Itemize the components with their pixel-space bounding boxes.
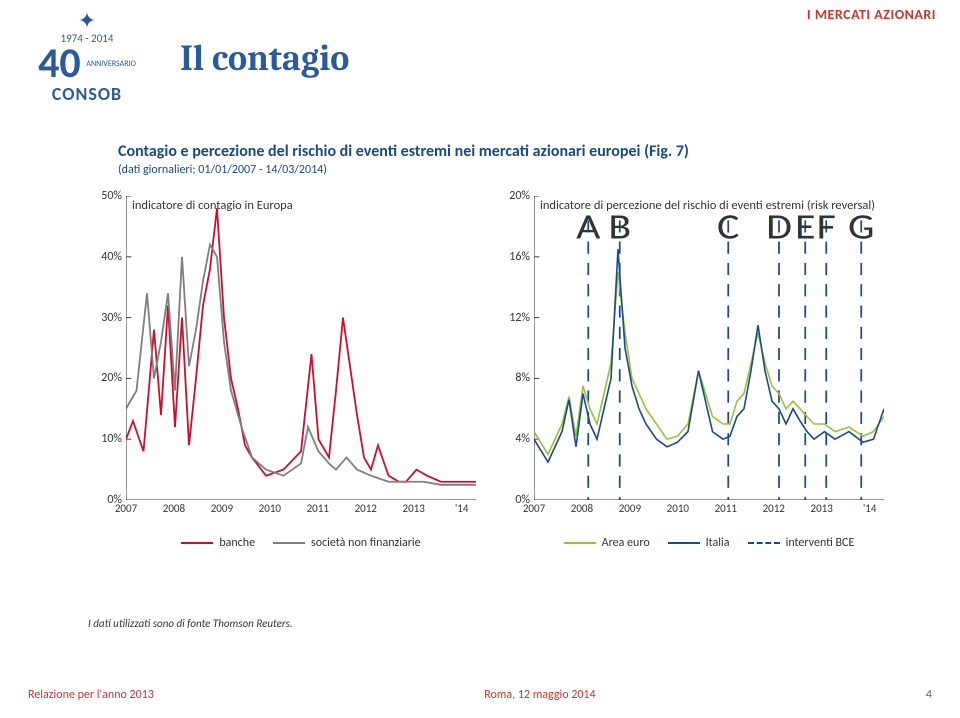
logo-forty: 40 (38, 45, 81, 83)
emblem-icon: ✦ (22, 10, 152, 32)
svg-text:D: D (766, 204, 792, 249)
subtitle-note: (dati giornalieri; 01/01/2007 - 14/03/20… (118, 163, 858, 177)
subtitle-main: Contagio e percezione del rischio di eve… (118, 142, 858, 161)
svg-text:F: F (817, 204, 836, 249)
svg-text:A: A (576, 204, 601, 249)
header-category: I MERCATI AZIONARI (807, 6, 936, 23)
chart-left-xlabels: 2007200820092010201120122013'14 (126, 502, 476, 516)
subtitle-block: Contagio e percezione del rischio di eve… (118, 142, 858, 177)
footer-left: Relazione per l'anno 2013 (28, 688, 154, 702)
footnote: I dati utilizzati sono di fonte Thomson … (88, 617, 293, 630)
svg-text:G: G (848, 204, 874, 249)
svg-text:C: C (717, 204, 739, 249)
chart-left: indicatore di contagio in Europa 2007200… (86, 196, 478, 556)
logo-arc: ANNIVERSARIO (86, 59, 136, 69)
footer: Relazione per l'anno 2013 Roma, 12 maggi… (0, 688, 960, 702)
page-title: Il contagio (180, 38, 349, 79)
footer-center: Roma, 12 maggio 2014 (484, 688, 595, 702)
chart-right: indicatore di percezione del rischio di … (494, 196, 886, 556)
chart-left-legend: banchesocietà non finanziarie (126, 536, 476, 550)
svg-text:B: B (608, 204, 631, 249)
footer-right: 4 (926, 688, 932, 702)
svg-text:E: E (795, 204, 816, 249)
chart-right-legend: Area euroItaliainterventi BCE (534, 536, 884, 550)
chart-left-plot (126, 196, 476, 500)
chart-right-xlabels: 2007200820092010201120122013'14 (534, 502, 884, 516)
logo-block: ✦ 1974 - 2014 40 ANNIVERSARIO CONSOB (22, 10, 152, 105)
charts-row: indicatore di contagio in Europa 2007200… (86, 196, 886, 556)
chart-right-plot: AB CDEFG (534, 196, 884, 500)
